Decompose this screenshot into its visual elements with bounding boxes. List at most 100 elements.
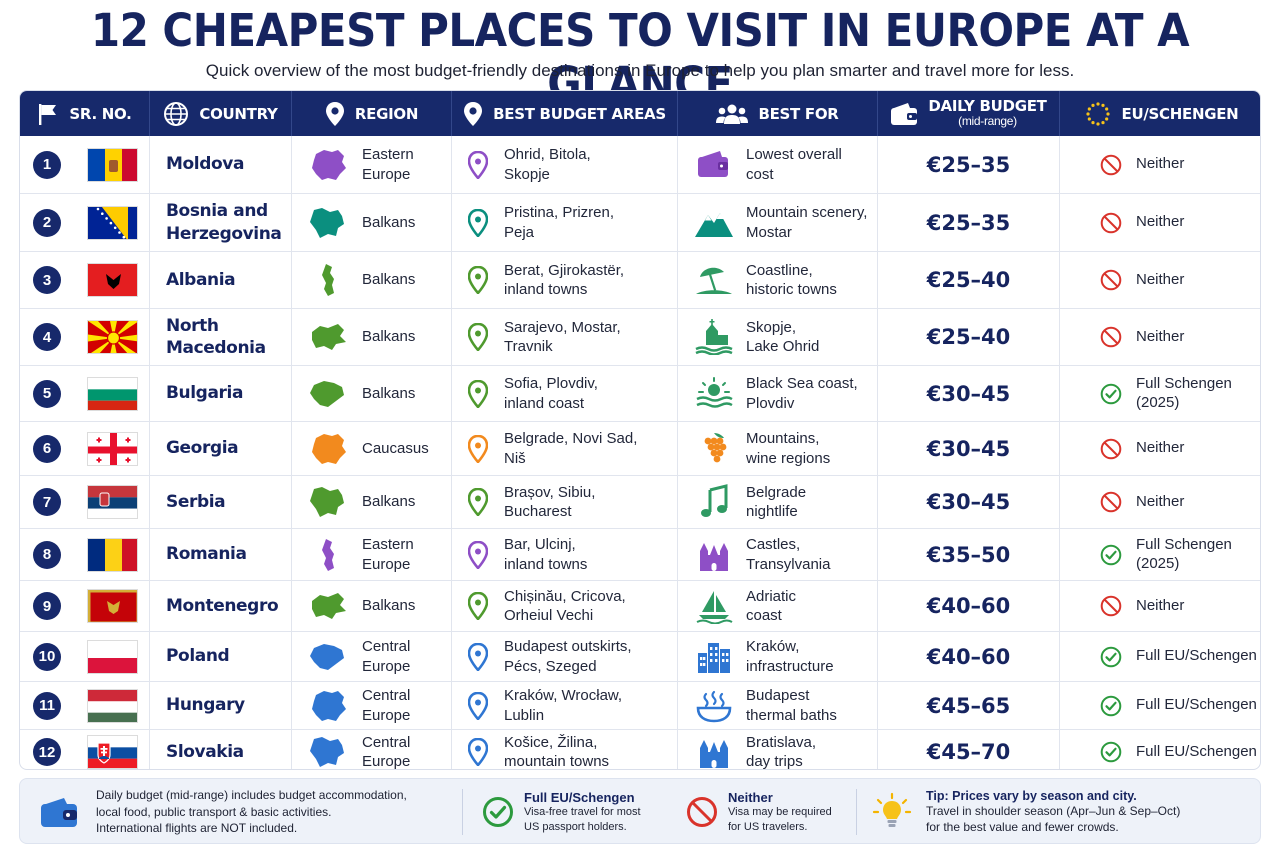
bestfor-line: Budapest xyxy=(746,687,810,704)
eu-status: Neither xyxy=(1136,493,1184,512)
location-pin-icon xyxy=(463,101,483,127)
budget-areas: Chișinău, Cricova, Orheiul Vechi xyxy=(504,587,626,626)
legend-no-title: Neither xyxy=(728,789,773,805)
eu-status: Neither xyxy=(1136,439,1184,458)
header-country: COUNTRY xyxy=(150,91,292,136)
budget-areas: Budapest outskirts, Pécs, Szeged xyxy=(504,637,632,676)
region-line: Europe xyxy=(362,555,411,573)
region-map-icon xyxy=(292,640,362,674)
bestfor-line: Belgrade xyxy=(746,483,807,501)
legend-tip-line: for the best value and fewer crowds. xyxy=(926,820,1119,834)
bestfor-line: Adriatic xyxy=(746,587,797,605)
check-circle-icon xyxy=(1100,383,1122,404)
region-name: Balkans xyxy=(362,213,415,233)
bestfor-line: Transylvania xyxy=(746,555,831,573)
flag-icon xyxy=(37,102,59,126)
table-row: 7 Serbia Balkans Brașov, Sibiu, Bucharest Bel… xyxy=(20,476,1260,529)
georgia-flag xyxy=(87,431,138,466)
legend-footer: Daily budget (mid-range) includes budget… xyxy=(19,778,1261,844)
region-map-icon xyxy=(292,689,362,723)
bestfor-line: historic towns xyxy=(746,281,837,298)
castle-icon xyxy=(700,542,728,571)
daily-budget-value: €30–45 xyxy=(926,490,1011,514)
globe-icon xyxy=(163,101,189,127)
area-line: Travnik xyxy=(504,338,553,355)
table-row: 3 Albania Balkans Berat, Gjirokastër, inland… xyxy=(20,252,1260,309)
eu-status-line: Neither xyxy=(1136,213,1185,231)
country-name: Slovakia xyxy=(150,741,244,763)
legend-yes-line: US passport holders. xyxy=(524,820,627,833)
country-name-line: Serbia xyxy=(166,491,226,512)
church-lake-icon xyxy=(695,319,733,355)
daily-budget-value: €40–60 xyxy=(926,594,1011,618)
bestfor-line: Mountain scenery, xyxy=(746,204,868,221)
table-row: 10 Poland Central Europe Budapest outskirts,… xyxy=(20,632,1260,682)
table-row: 6 Georgia Caucasus Belgrade, Novi Sad, Niš Mo… xyxy=(20,422,1260,476)
country-name-line: Bosnia and xyxy=(166,201,268,222)
budget-areas: Ohrid, Bitola, Skopje xyxy=(504,145,591,184)
eu-status-line: Full Schengen xyxy=(1136,374,1232,392)
best-for: Coastline, historic towns xyxy=(746,261,837,300)
best-for: Mountains, wine regions xyxy=(746,429,830,468)
country-name: Hungary xyxy=(150,694,245,716)
budget-areas: Pristina, Prizren, Peja xyxy=(504,203,614,242)
area-line: Bar, Ulcinj, xyxy=(504,536,576,553)
serbia-flag xyxy=(87,485,138,519)
table-row: 8 Romania Eastern Europe Bar, Ulcinj, inland … xyxy=(20,529,1260,581)
area-line: Peja xyxy=(504,223,535,241)
region-map-icon xyxy=(292,206,362,240)
country-name-line: Herzegovina xyxy=(166,223,282,244)
budget-areas: Brașov, Sibiu, Bucharest xyxy=(504,483,595,522)
location-pin-icon xyxy=(452,488,504,516)
legend-no: Neither Visa may be required for US trav… xyxy=(686,779,866,845)
table-row: 9 Montenegro Balkans Chișinău, Cricova, Orhe… xyxy=(20,581,1260,632)
region-line: Central xyxy=(362,687,411,704)
people-group-icon xyxy=(716,102,749,126)
eu-status-line: Full Schengen xyxy=(1136,535,1232,553)
area-line: Niš xyxy=(504,449,526,467)
region-map-icon xyxy=(292,432,362,466)
bestfor-line: infrastructure xyxy=(746,657,834,675)
location-pin-icon xyxy=(452,540,504,569)
eu-status-line: Full EU/Schengen xyxy=(1136,742,1257,760)
best-for: Mountain scenery, Mostar xyxy=(746,203,867,242)
castle-icon xyxy=(700,740,728,768)
check-circle-icon xyxy=(482,796,514,828)
prohibited-icon xyxy=(686,796,718,828)
bestfor-line: Coastline, xyxy=(746,261,813,279)
legend-budget-line: International flights are NOT included. xyxy=(96,821,298,836)
region-line: Balkans xyxy=(362,493,416,511)
area-line: Brașov, Sibiu, xyxy=(504,483,596,501)
city-buildings-icon xyxy=(698,642,730,673)
grapes-icon xyxy=(704,432,727,462)
table-row: 12 Slovakia Central Europe Košice, Žilina, mo… xyxy=(20,730,1260,769)
location-pin-icon xyxy=(452,434,504,463)
area-line: inland towns xyxy=(504,281,588,298)
bestfor-line: Lowest overall xyxy=(746,146,842,163)
daily-budget-value: €25–40 xyxy=(926,325,1011,349)
region-line: Europe xyxy=(362,706,411,724)
daily-budget-value: €25–40 xyxy=(926,268,1011,292)
budget-areas: Berat, Gjirokastër, inland towns xyxy=(504,261,624,300)
best-for: Black Sea coast, Plovdiv xyxy=(746,374,858,413)
beach-umbrella-icon xyxy=(696,267,732,294)
music-note-icon xyxy=(701,484,728,517)
prohibited-icon xyxy=(1100,154,1122,175)
slovakia-flag xyxy=(87,735,138,769)
budget-areas: Belgrade, Novi Sad, Niš xyxy=(504,429,637,468)
region-map-icon xyxy=(292,148,362,182)
bestfor-line: Black Sea coast, xyxy=(746,375,858,392)
legend-no-line: for US travelers. xyxy=(728,820,808,833)
region-map-icon xyxy=(292,320,362,354)
area-line: Skopje xyxy=(504,165,550,183)
area-line: Berat, Gjirokastër, xyxy=(504,261,625,279)
daily-budget-value: €30–45 xyxy=(926,381,1011,406)
region-name: Balkans xyxy=(362,596,415,616)
location-pin-icon xyxy=(452,150,504,179)
budget-areas: Sarajevo, Mostar, Travnik xyxy=(504,318,621,357)
location-pin-icon xyxy=(452,738,504,766)
row-number-badge: 5 xyxy=(33,379,61,408)
area-line: Pristina, Prizren, xyxy=(504,204,615,221)
country-name-line: Hungary xyxy=(166,695,245,716)
region-map-icon xyxy=(292,735,362,769)
